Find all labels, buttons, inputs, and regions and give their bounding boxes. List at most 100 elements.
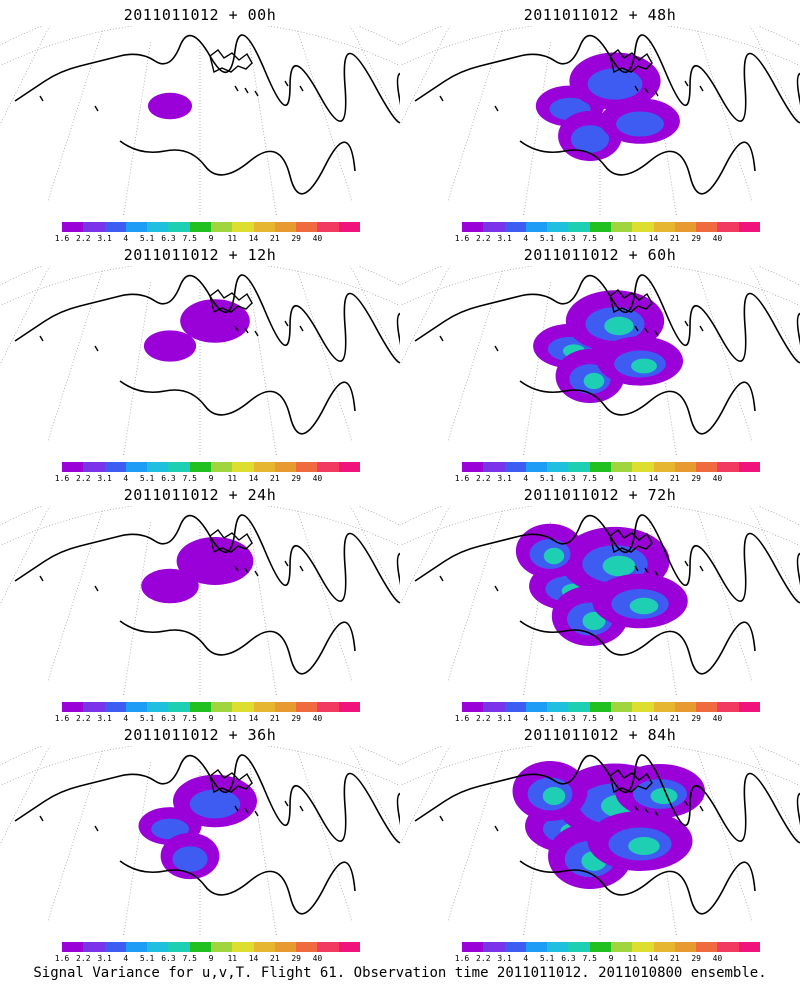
colorbar-swatch	[253, 222, 276, 232]
panel-title: 2011011012 + 72h	[523, 486, 677, 504]
colorbar-swatch	[83, 702, 106, 712]
colorbar-tick-label: 1.6	[454, 234, 470, 243]
map-panel-84h: 2011011012 + 84h 1.6 2.2 3.1 4 5.1 6.3 7.5 9 11 1…	[400, 720, 800, 963]
meridian-line	[0, 746, 14, 853]
island	[684, 320, 689, 327]
colorbar-tick-label: 2.2	[76, 954, 91, 963]
colorbar-tick-label: 3.1	[97, 954, 112, 963]
colorbar-tick-label: 2.2	[76, 234, 91, 243]
meridian-line	[0, 26, 14, 133]
colorbar-swatch	[547, 702, 569, 712]
variance-field	[535, 52, 680, 162]
island	[39, 575, 44, 582]
island	[254, 90, 259, 97]
colorbar-swatch	[632, 702, 655, 712]
meridian-line	[297, 750, 353, 923]
colorbar-tick-label: 9	[208, 234, 214, 243]
colorbar-tick-label: 2.2	[476, 474, 491, 483]
island	[244, 807, 249, 814]
polar-map	[0, 26, 400, 216]
colorbar-swatch	[653, 942, 676, 952]
colorbar-tick-label: 4	[123, 474, 129, 483]
colorbar-swatch	[125, 702, 148, 712]
colorbar-swatch	[483, 462, 506, 472]
colorbar-tick-label: 1.6	[54, 474, 70, 483]
colorbar-tick-label: 6.3	[561, 954, 576, 963]
colorbar-swatch	[211, 942, 233, 952]
map-panel-36h: 2011011012 + 36h 1.6 2.2 3.1 4 5.1 6.3 7.5 9 11 1…	[0, 720, 400, 963]
colorbar-swatch	[547, 462, 569, 472]
colorbar-swatch	[253, 462, 276, 472]
colorbar-swatch	[274, 462, 297, 472]
colorbar-swatch	[611, 462, 633, 472]
variance-core	[172, 846, 208, 872]
colorbar-tick-label: 1.6	[454, 714, 470, 723]
colorbar-tick-label: 5.1	[539, 954, 555, 963]
colorbar-tick-label: 2.2	[76, 474, 91, 483]
colorbar-swatch	[738, 702, 761, 712]
colorbar	[462, 222, 761, 232]
colorbar-tick-label: 4	[523, 954, 529, 963]
colorbar-swatch	[253, 702, 276, 712]
colorbar-swatch	[317, 222, 340, 232]
arctic-islands	[209, 529, 253, 554]
map-panel-00h: 2011011012 + 00h 1.6 2.2 3.1 4 5.1 6.3 7.5 9 11 1…	[0, 0, 400, 243]
colorbar-tick-label: 9	[608, 954, 614, 963]
island	[299, 805, 304, 812]
meridian-line	[0, 506, 50, 606]
colorbar-swatch	[696, 222, 718, 232]
colorbar	[462, 942, 761, 952]
colorbar-swatch	[83, 222, 106, 232]
variance-core	[570, 125, 610, 153]
meridian-line	[400, 266, 414, 373]
island	[634, 85, 639, 92]
latitude-line	[0, 26, 400, 46]
island	[284, 800, 289, 807]
colorbar-swatch	[717, 222, 740, 232]
colorbar-tick-label: 40	[312, 714, 323, 723]
variance-field	[515, 523, 688, 647]
colorbar-tick-label: 7.5	[582, 234, 597, 243]
coastline	[14, 754, 400, 844]
coastline	[119, 620, 356, 675]
colorbar-swatch	[525, 222, 548, 232]
variance-core	[587, 68, 643, 100]
colorbar-swatch	[504, 702, 527, 712]
meridian-line	[400, 26, 450, 126]
colorbar-swatch	[717, 942, 740, 952]
meridian-line	[400, 746, 450, 846]
colorbar	[62, 702, 361, 712]
colorbar-tick-label: 9	[608, 714, 614, 723]
island	[699, 325, 704, 332]
colorbar-swatch	[189, 942, 212, 952]
colorbar-swatch	[189, 462, 212, 472]
coastline	[414, 34, 800, 124]
colorbar-swatch	[483, 702, 506, 712]
variance-peak	[602, 555, 636, 577]
colorbar-swatch	[274, 702, 297, 712]
colorbar-tick-label: 3.1	[497, 474, 512, 483]
meridian-line	[0, 266, 14, 373]
colorbar-swatch	[62, 222, 84, 232]
colorbar-ticks: 1.6 2.2 3.1 4 5.1 6.3 7.5 9 11 14 21 29 40	[455, 474, 760, 486]
colorbar-swatch	[696, 942, 718, 952]
variance-core	[189, 789, 241, 819]
colorbar-swatch	[232, 222, 255, 232]
panel-title: 2011011012 + 00h	[123, 6, 277, 24]
coastline	[414, 274, 800, 364]
island	[439, 95, 444, 102]
colorbar	[62, 942, 361, 952]
colorbar-tick-label: 40	[712, 954, 723, 963]
colorbar-swatch	[338, 702, 361, 712]
variance-region	[141, 568, 199, 604]
colorbar-ticks: 1.6 2.2 3.1 4 5.1 6.3 7.5 9 11 14 21 29 40	[455, 234, 760, 246]
colorbar-swatch	[547, 942, 569, 952]
map-panel-60h: 2011011012 + 60h 1.6 2.2 3.1 4 5.1 6.3 7.5 9 11 1…	[400, 240, 800, 483]
colorbar-swatch	[274, 942, 297, 952]
colorbar-swatch	[504, 222, 527, 232]
meridian-line	[47, 30, 103, 203]
colorbar-swatch	[589, 942, 612, 952]
colorbar-swatch	[317, 702, 340, 712]
polar-map	[0, 266, 400, 456]
colorbar	[62, 462, 361, 472]
